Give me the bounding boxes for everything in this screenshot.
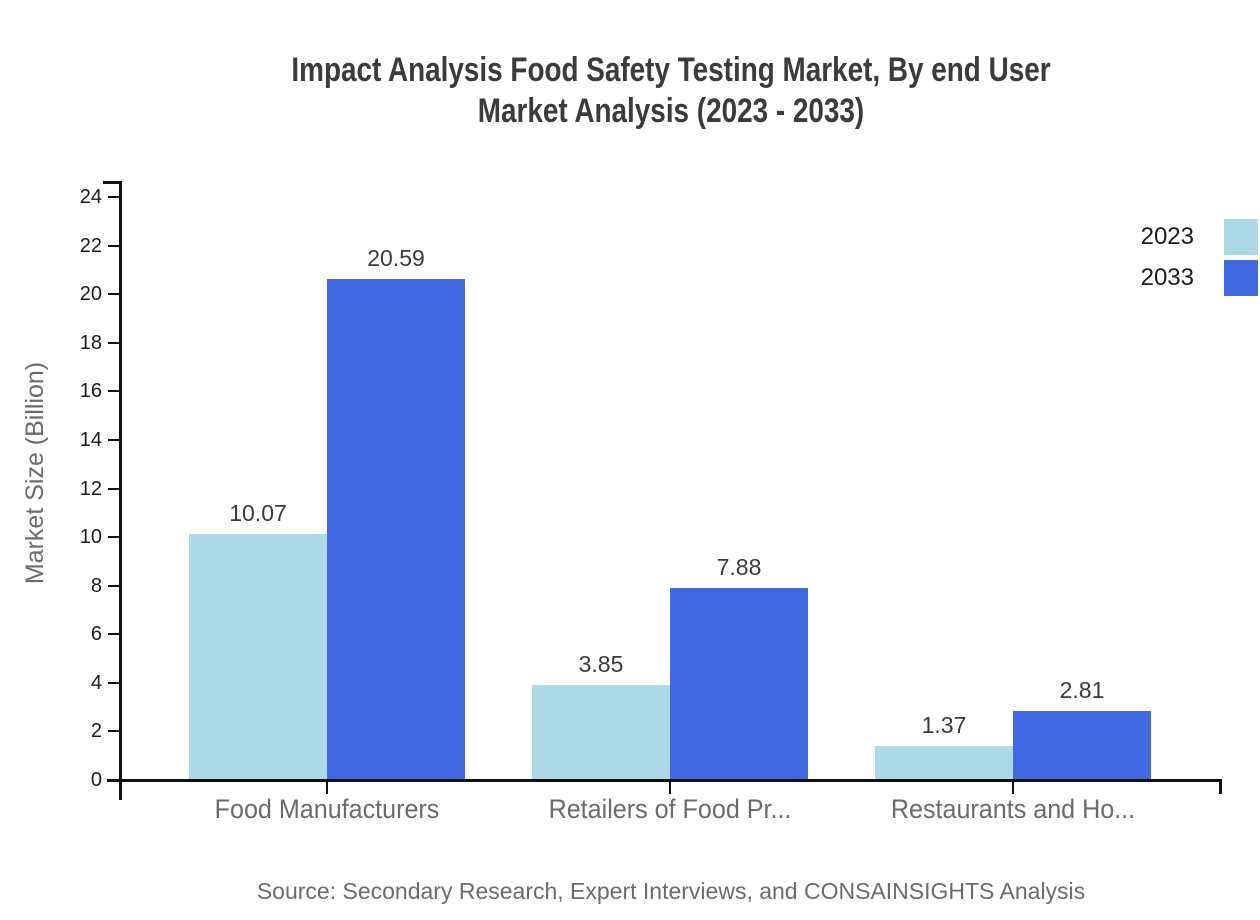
y-tick-label: 6 <box>90 623 102 646</box>
y-tick-label: 0 <box>90 769 102 791</box>
bar-2033-1 <box>670 587 808 779</box>
legend-label: 2033 <box>1140 263 1194 291</box>
bar-value-label: 10.07 <box>229 500 287 527</box>
y-tick-mark <box>108 487 120 490</box>
bar-2033-0 <box>327 278 465 779</box>
x-tick-mark <box>669 782 671 794</box>
y-tick-label: 16 <box>79 380 102 403</box>
y-tick-mark <box>108 584 120 587</box>
legend-swatch-2023 <box>1224 218 1258 255</box>
x-tick-mark <box>326 782 328 794</box>
y-tick-label: 2 <box>90 720 102 743</box>
y-tick-label: 4 <box>90 671 102 694</box>
bar-value-label: 2.81 <box>1059 676 1105 703</box>
bar-value-label: 3.85 <box>578 651 624 678</box>
x-axis-line <box>107 779 1222 782</box>
y-tick-label: 12 <box>79 477 102 500</box>
chart-title-line-1: Impact Analysis Food Safety Testing Mark… <box>291 51 1051 89</box>
bar-value-label: 1.37 <box>921 711 967 738</box>
y-tick-label: 14 <box>79 428 102 451</box>
y-tick-mark <box>108 438 120 441</box>
y-tick-mark <box>108 536 120 539</box>
bar-2023-0 <box>189 534 327 779</box>
legend-item-2033: 2033 <box>1141 259 1258 296</box>
legend-swatch-2033 <box>1224 259 1258 296</box>
category-label: Food Manufacturers <box>214 794 440 824</box>
y-tick-label: 10 <box>79 526 102 549</box>
bar-2023-2 <box>875 745 1013 779</box>
legend-label: 2023 <box>1140 222 1194 250</box>
bar-value-label: 20.59 <box>367 244 425 271</box>
y-axis-line <box>119 181 122 800</box>
bar-value-label: 7.88 <box>716 553 762 580</box>
bar-2023-1 <box>532 685 670 779</box>
source-caption: Source: Secondary Research, Expert Inter… <box>256 878 1086 904</box>
category-label: Retailers of Food Pr... <box>548 794 792 824</box>
legend: 2023 2033 <box>1141 218 1258 296</box>
y-tick-label: 22 <box>79 234 102 257</box>
y-tick-label: 20 <box>79 283 102 306</box>
y-tick-mark <box>108 633 120 636</box>
y-tick-mark <box>108 196 120 198</box>
y-tick-mark <box>108 341 120 344</box>
chart-title: Impact Analysis Food Safety Testing Mark… <box>120 50 1222 132</box>
y-axis-end-cap <box>103 181 120 184</box>
y-axis-title: Market Size (Billion) <box>21 361 49 585</box>
y-tick-label: 8 <box>90 574 102 597</box>
y-tick-mark <box>108 244 120 247</box>
category-label: Restaurants and Ho... <box>890 794 1136 824</box>
chart-title-line-2: Market Analysis (2023 - 2033) <box>477 92 865 130</box>
y-tick-label: 18 <box>79 331 102 354</box>
x-tick-mark <box>1012 782 1014 794</box>
y-tick-mark <box>108 390 120 393</box>
x-axis-end-cap <box>1219 779 1222 794</box>
y-tick-mark <box>108 730 120 733</box>
y-tick-mark <box>108 293 120 296</box>
y-tick-label: 24 <box>79 186 102 208</box>
y-tick-mark <box>108 681 120 684</box>
plot-area: 0 2 4 6 8 10 12 14 16 18 20 22 24 10.07 3.85 1.37 20.59 7… <box>80 175 1222 835</box>
legend-item-2023: 2023 <box>1141 218 1258 255</box>
y-tick-mark <box>108 779 120 781</box>
bar-2033-2 <box>1013 710 1151 779</box>
